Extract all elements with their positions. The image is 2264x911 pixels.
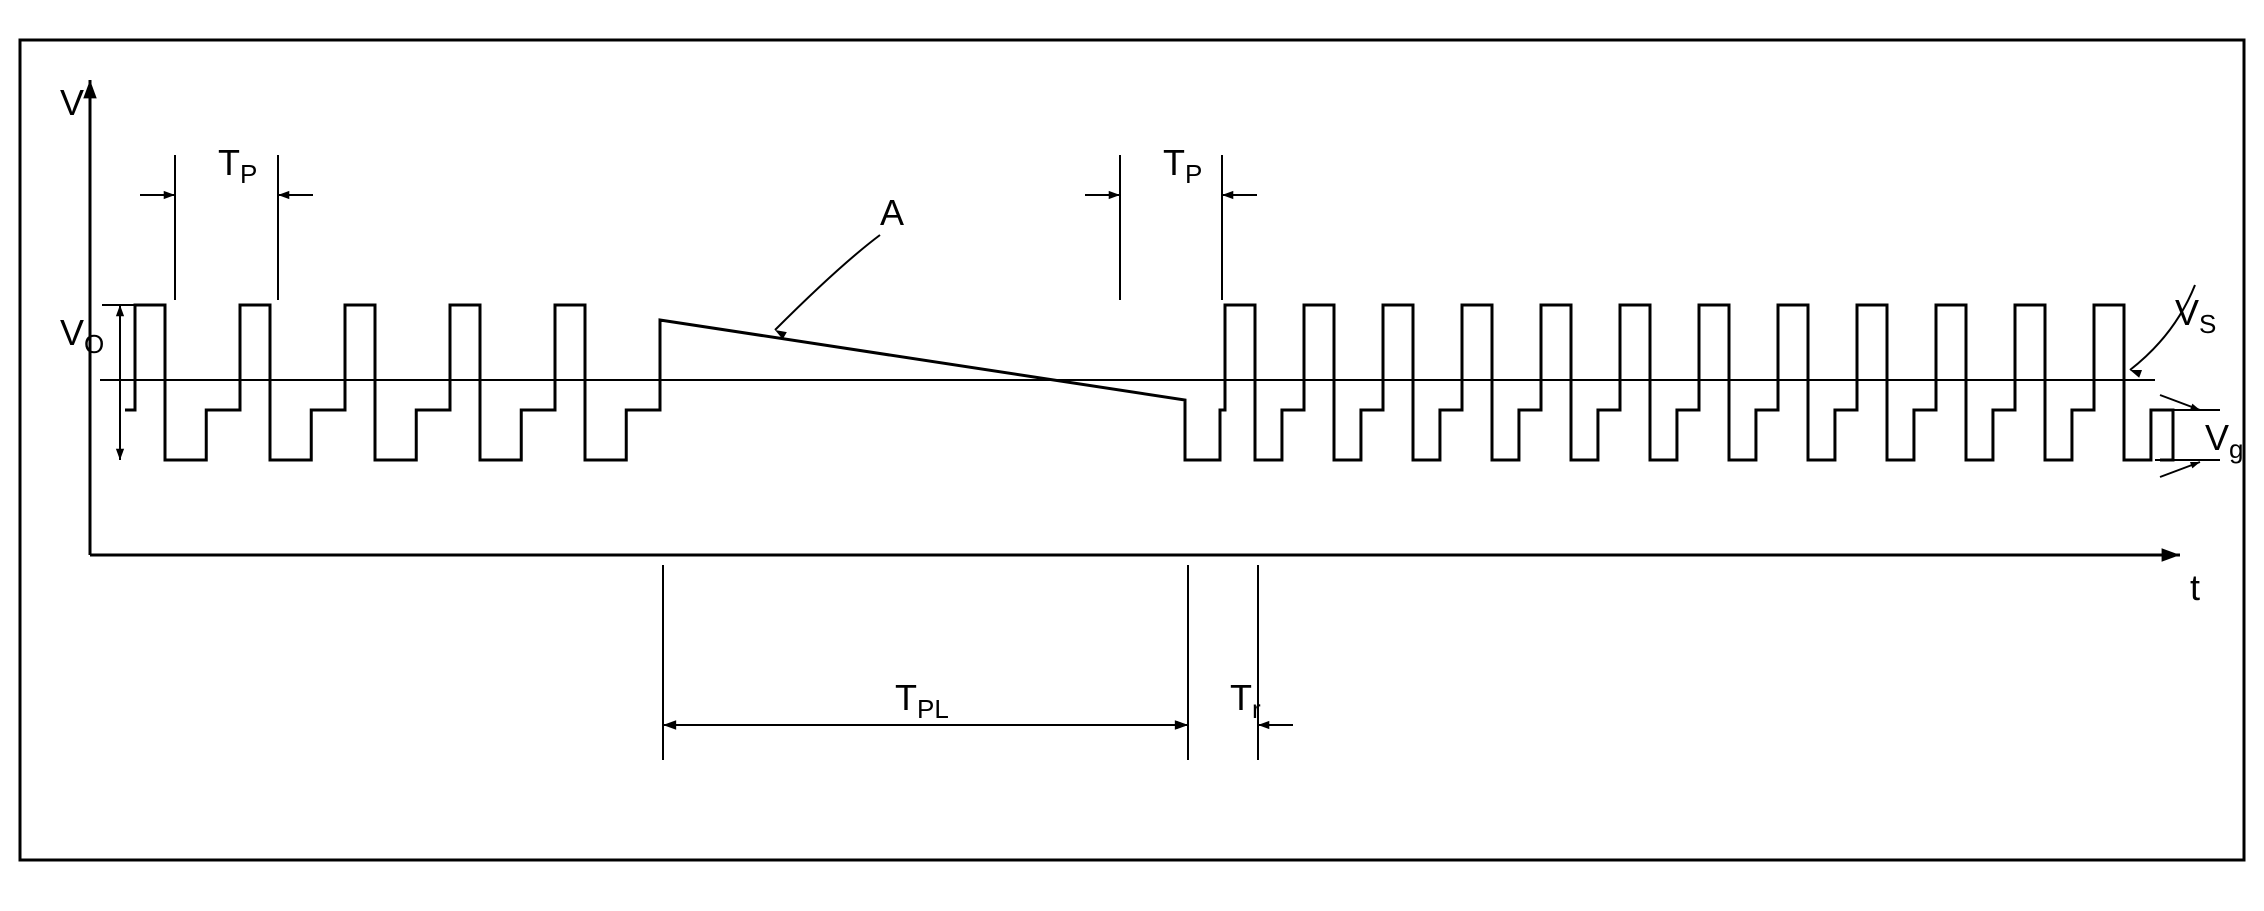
diagram-border (20, 40, 2244, 860)
label-tp-2: TP (1163, 142, 1202, 189)
label-vo: VO (60, 312, 104, 359)
label-tp-1: TP (218, 142, 257, 189)
axis-label-v: V (60, 82, 84, 123)
timing-diagram: Vt VO VS Vg A TP TP TPL Tr (0, 0, 2264, 911)
waveform (125, 305, 2173, 460)
label-tr: Tr (1230, 677, 1261, 724)
label-vg: Vg (2205, 417, 2243, 464)
axis-label-t: t (2190, 567, 2200, 608)
label-vs: VS (2175, 292, 2216, 339)
label-tpl: TPL (895, 677, 949, 724)
label-a: A (880, 192, 904, 233)
